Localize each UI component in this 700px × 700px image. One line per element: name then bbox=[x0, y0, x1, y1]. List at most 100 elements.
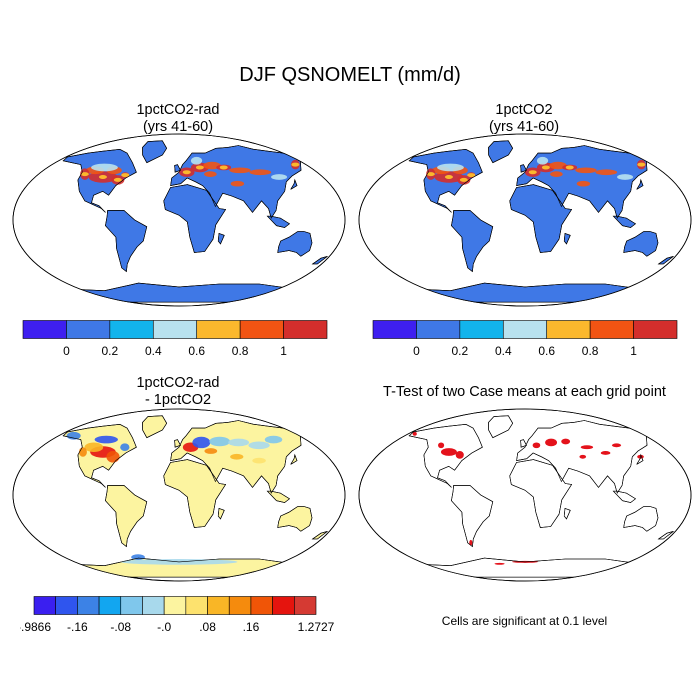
coastline-africa bbox=[163, 184, 227, 253]
colorbar-label: 0.6 bbox=[538, 344, 555, 358]
coastline-indonesia bbox=[266, 215, 291, 228]
map-panel-ctl bbox=[358, 133, 692, 307]
snowmelt-region bbox=[576, 180, 591, 187]
coastline-japan bbox=[636, 178, 644, 190]
colorbar-box bbox=[239, 320, 284, 339]
colorbar-label: 0.2 bbox=[452, 344, 469, 358]
difference-region bbox=[230, 453, 244, 460]
snowmelt-region bbox=[91, 163, 118, 172]
significant-cell bbox=[455, 451, 464, 459]
difference-region bbox=[84, 442, 104, 452]
snowmelt-core bbox=[182, 170, 191, 175]
coastline-eurasia bbox=[170, 420, 302, 494]
snowmelt-region bbox=[204, 171, 217, 177]
colorbar-box bbox=[283, 320, 328, 339]
map-border bbox=[12, 133, 346, 307]
significant-cell bbox=[580, 445, 594, 450]
coastline-greenland bbox=[142, 140, 168, 164]
significant-cell bbox=[440, 448, 457, 456]
colorbar-box bbox=[152, 320, 198, 339]
difference-region bbox=[120, 443, 130, 452]
snowmelt-region bbox=[249, 169, 272, 176]
coastline-japan bbox=[290, 178, 298, 190]
panel-title-diff-line1: 1pctCO2-rad bbox=[136, 375, 220, 391]
significant-cell bbox=[412, 431, 417, 436]
coastline-nz bbox=[311, 531, 328, 540]
difference-region bbox=[209, 436, 231, 447]
snowmelt-region bbox=[437, 163, 464, 172]
coastline-namerica bbox=[62, 423, 137, 488]
figure-title: DJF QSNOMELT (mm/d) bbox=[239, 64, 461, 86]
colorbar-label: 1.2727 bbox=[298, 620, 335, 634]
coastline-madagascar bbox=[563, 507, 571, 520]
difference-region bbox=[204, 448, 218, 454]
panel-title-ctl-line1: 1pctCO2 bbox=[495, 102, 553, 118]
map-layer bbox=[62, 415, 328, 578]
snowmelt-core bbox=[467, 173, 476, 178]
colorbar-box bbox=[633, 320, 678, 339]
coastline-nz bbox=[657, 256, 674, 265]
significant-cell bbox=[545, 438, 558, 447]
colorbar-box bbox=[66, 320, 111, 339]
coastline-australia bbox=[277, 231, 313, 257]
colorbar-label: 0.8 bbox=[232, 344, 249, 358]
snowmelt-region bbox=[595, 169, 618, 176]
colorbar-label: 0.2 bbox=[102, 344, 119, 358]
colorbar-box bbox=[185, 596, 208, 615]
coastline-antarctica bbox=[63, 282, 295, 303]
colorbar-label: -.9866 bbox=[20, 620, 51, 634]
colorbar-box bbox=[207, 596, 230, 615]
colorbar-label: 1 bbox=[280, 344, 287, 358]
colorbar-box bbox=[98, 596, 122, 615]
panel-title-ctl: 1pctCO2 (yrs 41-60) bbox=[374, 102, 674, 136]
difference-region bbox=[66, 431, 81, 440]
coastline-samerica bbox=[451, 210, 494, 273]
map-layer bbox=[408, 415, 674, 578]
significant-cell bbox=[532, 442, 541, 449]
coastline-africa bbox=[509, 459, 573, 528]
snowmelt-region bbox=[536, 156, 549, 165]
coastline-greenland bbox=[142, 415, 168, 439]
snowmelt-core bbox=[80, 172, 89, 177]
map-panel-ttest bbox=[358, 408, 692, 582]
snowmelt-region bbox=[550, 171, 563, 177]
coastline-uk bbox=[174, 439, 181, 448]
coastline-japan bbox=[290, 453, 298, 465]
coastline-eurasia bbox=[516, 420, 648, 494]
panel-title-diff: 1pctCO2-rad - 1pctCO2 bbox=[28, 375, 328, 409]
snowmelt-core bbox=[219, 165, 228, 170]
panel-title-ttest-line1: T-Test of two Case means at each grid po… bbox=[383, 384, 666, 400]
coastline-madagascar bbox=[563, 232, 571, 245]
panel-title-rad-line2: (yrs 41-60) bbox=[142, 119, 214, 135]
coastline-japan bbox=[636, 453, 644, 465]
coastline-samerica bbox=[451, 485, 494, 548]
map-layer bbox=[62, 140, 328, 303]
significant-cell bbox=[494, 562, 505, 565]
coastline-greenland bbox=[488, 140, 514, 164]
coastline-indonesia bbox=[612, 215, 637, 228]
coastline-namerica bbox=[408, 423, 483, 488]
snowmelt-core bbox=[98, 175, 107, 179]
difference-region bbox=[106, 451, 120, 463]
coastline-uk bbox=[520, 164, 527, 173]
colorbar-box bbox=[250, 596, 273, 615]
colorbar-label: -.08 bbox=[110, 620, 131, 634]
colorbar-abs-rad: 0 0.2 0.4 0.6 0.8 1 bbox=[22, 320, 328, 358]
coastline-eurasia bbox=[516, 145, 648, 219]
coastline-nz bbox=[311, 256, 328, 265]
colorbar-box bbox=[372, 320, 417, 339]
difference-region bbox=[264, 435, 283, 444]
colorbar-label: 0.8 bbox=[582, 344, 599, 358]
coastline-indonesia bbox=[266, 490, 291, 503]
coastline-namerica bbox=[62, 148, 137, 213]
coastline-madagascar bbox=[217, 507, 225, 520]
snowmelt-region bbox=[229, 167, 251, 174]
coastline-australia bbox=[623, 506, 659, 532]
difference-region bbox=[94, 435, 118, 444]
snowmelt-core bbox=[426, 172, 435, 177]
difference-region bbox=[78, 447, 87, 457]
colorbar-box bbox=[77, 596, 100, 615]
significant-cell bbox=[561, 438, 571, 445]
snowmelt-core bbox=[195, 165, 204, 170]
snowmelt-region bbox=[617, 174, 634, 180]
